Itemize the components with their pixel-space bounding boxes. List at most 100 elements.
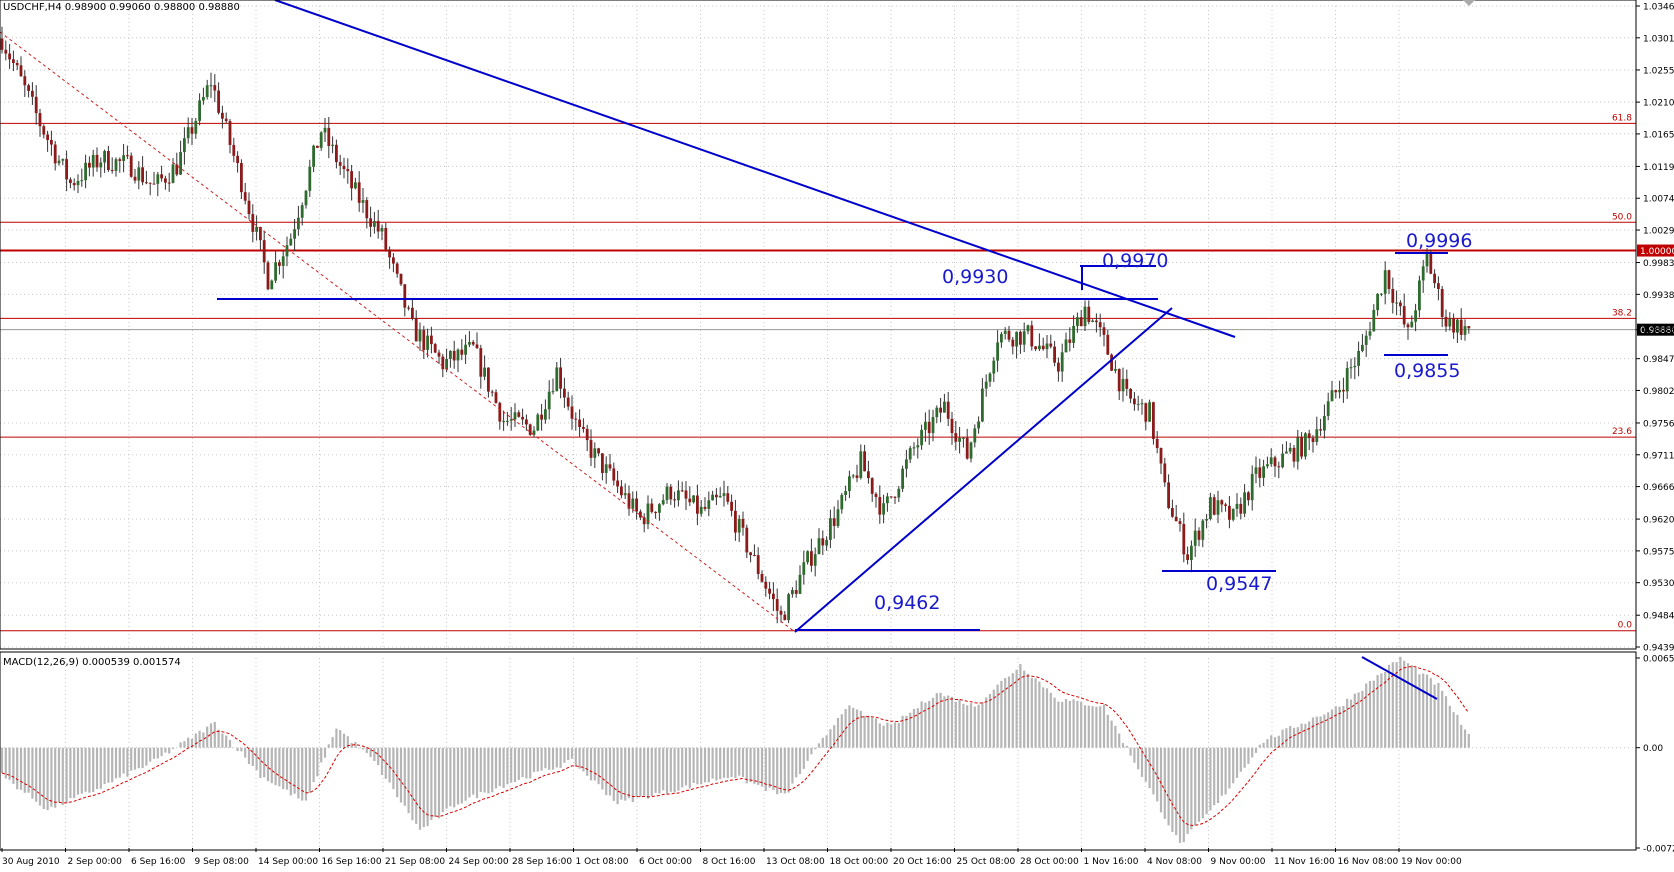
candle-body (597, 448, 600, 454)
candle-body (1114, 368, 1117, 371)
candle-body (1117, 368, 1121, 392)
candle-body (813, 554, 817, 566)
candle-body (916, 445, 920, 448)
candle-body (1258, 467, 1262, 478)
candle-body (608, 464, 612, 469)
candle-body (692, 495, 695, 503)
candle-body (646, 503, 650, 525)
candle-body (1186, 554, 1189, 560)
annotation-9970: 0,9970 (1102, 250, 1168, 272)
candle-body (1030, 325, 1034, 347)
candle-body (1163, 463, 1167, 483)
candle-body (171, 164, 175, 183)
candle-body (741, 518, 745, 528)
candle-body (893, 496, 897, 498)
candle-body (384, 227, 388, 250)
candle-body (308, 166, 312, 191)
candle-body (924, 421, 927, 430)
falling-trendline[interactable] (274, 0, 1236, 338)
candle-body (350, 171, 353, 189)
price-tick-label: 1.01650 (1643, 130, 1674, 140)
candle-body (715, 494, 718, 498)
time-tick-label: 9 Sep 08:00 (195, 857, 250, 867)
candle-body (15, 62, 19, 66)
candle-body (1433, 273, 1436, 284)
candle-body (817, 538, 821, 555)
candle-body (851, 475, 855, 477)
candle-body (84, 162, 87, 181)
candle-body (95, 154, 99, 168)
candle-body (270, 280, 274, 290)
price-tick-label: 1.03460 (1643, 3, 1674, 13)
candle-body (540, 414, 543, 420)
candle-body (1110, 354, 1113, 371)
time-tick-label: 18 Oct 00:00 (830, 857, 889, 867)
time-tick-label: 4 Nov 08:00 (1147, 857, 1202, 867)
annotation-9996: 0,9996 (1406, 230, 1472, 252)
candle-body (422, 330, 426, 350)
candle-body (1345, 368, 1349, 392)
candle-body (954, 433, 958, 442)
candle-body (160, 174, 163, 179)
price-tick-label: 1.02555 (1643, 66, 1674, 76)
candle-body (312, 145, 315, 167)
candle-body (445, 358, 448, 370)
candle-body (821, 538, 825, 546)
time-tick-label: 13 Oct 08:00 (766, 857, 825, 867)
candle-body (251, 214, 255, 232)
candle-body (38, 113, 42, 127)
candle-body (1467, 326, 1471, 329)
candle-body (1022, 331, 1026, 345)
candle-body (908, 448, 912, 460)
price-pane-frame (0, 0, 1637, 650)
candle-body (88, 162, 91, 168)
candle-body (236, 155, 239, 164)
candle-body (1038, 345, 1041, 350)
candle-body (867, 471, 870, 479)
candle-body (479, 348, 483, 377)
candle-body (179, 152, 182, 175)
candle-body (1425, 253, 1429, 267)
candle-body (338, 162, 342, 166)
candle-body (1300, 437, 1303, 457)
dashed-downtrend-line[interactable] (0, 31, 796, 633)
candle-body (255, 226, 258, 232)
candle-body (912, 447, 916, 449)
annotation-9547: 0,9547 (1206, 573, 1272, 595)
candle-body (502, 420, 505, 422)
candle-body (0, 38, 4, 50)
candle-body (791, 590, 794, 595)
candle-body (1155, 438, 1159, 449)
candle-body (1152, 402, 1155, 439)
candle-body (1395, 302, 1398, 304)
candle-body (1311, 438, 1315, 442)
candle-body (205, 85, 209, 98)
candle-body (1057, 362, 1060, 372)
candle-body (832, 518, 836, 526)
candle-body (889, 496, 893, 498)
candle-body (232, 144, 236, 156)
rising-trendline[interactable] (794, 307, 1173, 633)
candle-body (247, 200, 251, 215)
candle-body (665, 486, 669, 501)
candle-body (1285, 451, 1288, 454)
candle-body (642, 517, 646, 525)
time-tick-label: 30 Aug 2010 (2, 857, 60, 867)
candle-body (118, 159, 122, 161)
candle-body (654, 511, 657, 513)
candle-body (4, 49, 8, 54)
candle-body (825, 539, 828, 546)
macd-divergence-line[interactable] (1361, 656, 1438, 700)
candle-body (65, 159, 68, 180)
candle-body (327, 127, 331, 146)
candle-body (528, 424, 532, 435)
candle-body (585, 428, 589, 441)
chart-shift-marker-icon[interactable] (1463, 0, 1475, 6)
time-tick-label: 25 Oct 08:00 (957, 857, 1016, 867)
candle-body (483, 367, 486, 377)
candle-body (494, 392, 498, 403)
candle-body (855, 475, 859, 478)
candle-body (673, 499, 676, 501)
